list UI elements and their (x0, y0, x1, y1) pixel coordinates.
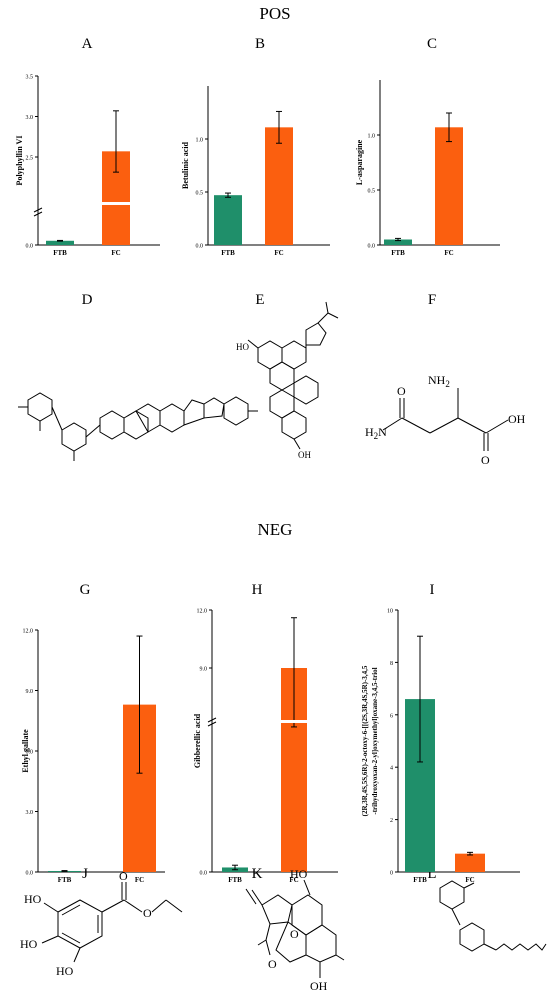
i-x-tick-label: FTB (413, 876, 427, 884)
j-o-label-1: O (119, 869, 128, 883)
i-y-tick-label: 6 (390, 713, 393, 719)
panel-label-k: K (251, 866, 263, 882)
h-y-tick-label: 12.0 (197, 609, 208, 615)
g-y-tick-label: 6.0 (26, 750, 34, 756)
neg-section-title: NEG (257, 520, 293, 539)
a-y-tick-label: 3.5 (26, 75, 34, 81)
b-bar-fc (265, 127, 293, 245)
panel-label-c: C (426, 36, 437, 52)
panel-label-i: I (429, 582, 435, 598)
g-x-tick-label: FC (135, 876, 144, 884)
b-x-tick-label: FC (274, 249, 283, 257)
i-bar-fc (455, 853, 485, 872)
f-o-label-1: O (397, 384, 406, 398)
c-y-tick-label: 1.0 (368, 134, 376, 140)
g-y-tick-label: 3.0 (26, 810, 34, 816)
a-x-tick-label: FTB (53, 249, 67, 257)
i-y-axis-label: -trihydroxyoxan-2-yl]oxymethyl]oxane-3,4… (371, 667, 379, 814)
b-x-tick-label: FTB (221, 249, 235, 257)
panel-label-d: D (81, 292, 93, 308)
c-y-tick-label: 0.5 (368, 189, 376, 195)
a-y-axis-label: Polyphyllin VI (15, 136, 24, 186)
b-y-tick-label: 0.5 (196, 191, 204, 197)
j-ho-label-3: HO (56, 964, 74, 978)
k-oh-label: OH (310, 979, 328, 993)
h-y-tick-label: 9.0 (200, 667, 208, 673)
i-y-axis-label: (2R,3R,4S,5S,6R)-2-octoxy-6-[[(2S,3R,4S,… (361, 665, 369, 816)
k-o-label-2: O (268, 957, 277, 971)
b-bar-ftb (214, 195, 242, 245)
g-y-tick-label: 9.0 (26, 689, 34, 695)
c-y-axis-label: L-asparagine (355, 139, 364, 185)
i-x-tick-label: FC (465, 876, 474, 884)
k-o-label: O (290, 927, 299, 941)
i-y-tick-label: 10 (387, 609, 393, 615)
panel-label-l: L (427, 866, 437, 882)
g-y-tick-label: 12.0 (23, 629, 34, 635)
f-oh-label: OH (508, 412, 526, 426)
a-axis-break-mark (33, 207, 43, 213)
i-y-tick-label: 8 (390, 661, 393, 667)
e-oh-label: OH (298, 450, 311, 460)
e-ho-label: HO (236, 342, 249, 352)
i-y-tick-label: 0 (390, 871, 393, 877)
b-y-tick-label: 1.0 (196, 138, 204, 144)
a-y-tick-label: 3.0 (26, 115, 34, 121)
panel-label-j: J (82, 866, 88, 882)
g-x-tick-label: FTB (58, 876, 72, 884)
pos-section-title: POS (259, 4, 291, 23)
panel-label-h: H (251, 582, 263, 598)
g-y-tick-label: 0.0 (26, 871, 34, 877)
a-bar-ftb (46, 240, 74, 245)
structure-octyl-glycoside (439, 880, 547, 952)
structure-l-asparagine (382, 388, 509, 451)
structure-ethyl-gallate (41, 882, 183, 963)
panel-label-f: F (427, 292, 437, 308)
h-y-axis-label: Gibberellic acid (193, 713, 202, 768)
i-y-tick-label: 4 (390, 766, 393, 772)
h-x-tick-label: FC (289, 876, 298, 884)
h-axis-break-mark (207, 721, 217, 727)
b-y-axis-label: Betulinic acid (181, 142, 190, 189)
structure-betulinic-acid (247, 301, 339, 450)
k-ho-label: HO (290, 867, 308, 881)
b-y-tick-label: 0.0 (196, 244, 204, 250)
panel-label-b: B (254, 36, 265, 52)
h-bar-break-gap (281, 720, 307, 723)
j-ho-label-1: HO (24, 892, 42, 906)
a-bar-break-gap (102, 202, 130, 205)
f-nh2-label: NH2 (428, 373, 450, 389)
a-y-tick-label: 0.0 (26, 244, 34, 250)
panel-label-e: E (255, 292, 265, 308)
panel-label-a: A (81, 36, 93, 52)
panel-label-g: G (79, 582, 91, 598)
a-x-tick-label: FC (111, 249, 120, 257)
g-y-axis-label: Ethyl gallate (21, 729, 30, 773)
c-bar-fc (435, 127, 463, 245)
i-y-tick-label: 2 (390, 818, 393, 824)
h-x-tick-label: FTB (228, 876, 242, 884)
f-h2n-label: H2N (365, 425, 387, 441)
c-y-tick-label: 0.0 (368, 244, 376, 250)
c-x-tick-label: FC (444, 249, 453, 257)
c-x-tick-label: FTB (391, 249, 405, 257)
structure-gibberellic-acid (245, 879, 345, 978)
f-o-label-2: O (481, 453, 490, 467)
structure-polyphyllin-vi (18, 392, 258, 461)
c-bar-ftb (384, 239, 412, 245)
h-axis-break-mark (207, 717, 217, 723)
j-o-label-2: O (143, 906, 152, 920)
a-y-tick-label: 2.5 (26, 156, 34, 162)
a-axis-break-mark (33, 211, 43, 217)
j-ho-label-2: HO (20, 937, 38, 951)
h-y-tick-label: 0.0 (200, 871, 208, 877)
